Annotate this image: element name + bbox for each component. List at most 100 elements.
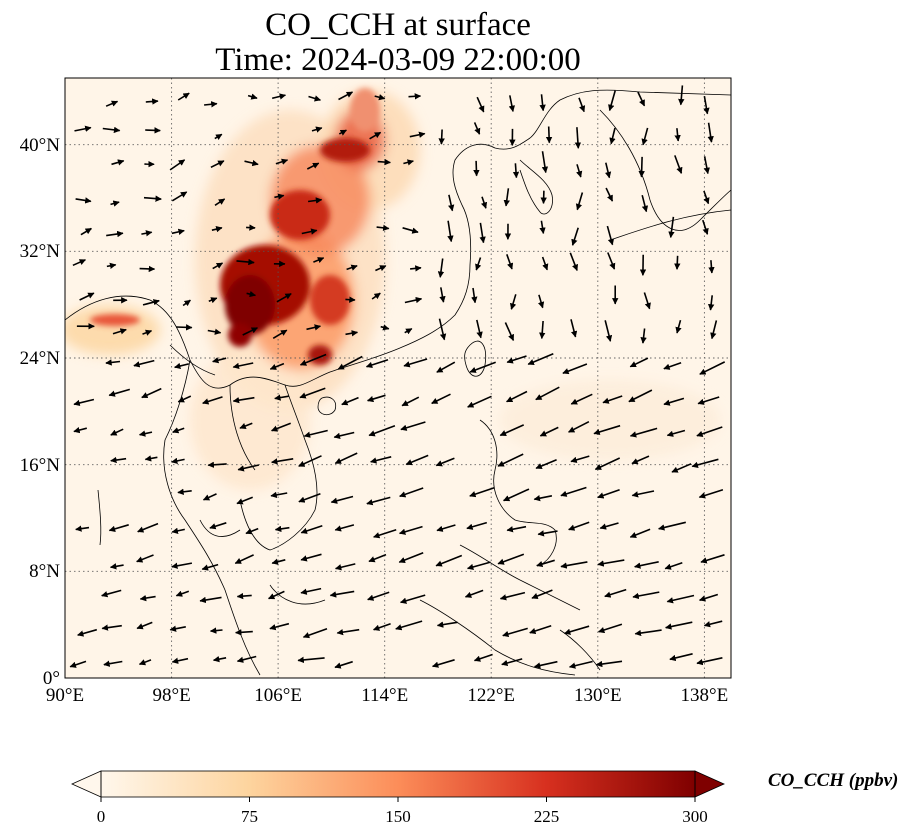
gridlines xyxy=(65,78,731,678)
wind-arrow xyxy=(73,426,87,434)
wind-arrow xyxy=(634,561,659,569)
wind-arrow xyxy=(629,357,649,368)
wind-arrow xyxy=(333,431,355,439)
wind-arrow xyxy=(698,593,719,602)
wind-arrow xyxy=(373,528,397,539)
wind-arrow xyxy=(506,355,527,364)
wind-arrow xyxy=(707,122,714,143)
wind-arrow xyxy=(177,395,192,403)
wind-arrow xyxy=(563,625,590,635)
wind-arrow xyxy=(244,159,259,167)
y-tick-40N: 40°N xyxy=(20,135,61,156)
wind-arrow xyxy=(409,131,426,138)
wind-arrow xyxy=(605,187,614,202)
wind-arrow xyxy=(201,563,219,571)
wind-arrow xyxy=(269,622,290,631)
wind-arrow xyxy=(237,464,260,472)
wind-arrow xyxy=(574,127,582,149)
wind-arrow xyxy=(531,589,553,599)
wind-arrow xyxy=(398,525,423,535)
wind-arrow xyxy=(604,320,613,342)
wind-arrow xyxy=(671,463,692,473)
wind-arrow xyxy=(214,133,223,141)
wind-arrow xyxy=(506,525,527,533)
wind-arrow xyxy=(75,197,92,204)
wind-arrow xyxy=(466,521,488,530)
wind-arrow xyxy=(334,660,353,669)
wind-arrow xyxy=(698,488,724,499)
wind-arrow xyxy=(202,493,217,501)
wind-arrow xyxy=(529,624,552,635)
wind-arrow xyxy=(69,660,87,668)
wind-arrow xyxy=(372,623,391,631)
wind-arrow xyxy=(171,657,189,664)
wind-arrow xyxy=(272,93,287,100)
wind-arrow xyxy=(336,628,360,636)
wind-arrow xyxy=(665,621,693,630)
wind-arrow xyxy=(143,195,162,202)
wind-arrow xyxy=(545,126,553,144)
wind-arrow xyxy=(133,359,155,368)
wind-arrow xyxy=(142,299,160,306)
wind-arrow xyxy=(403,159,414,166)
wind-arrow xyxy=(696,657,723,666)
wind-arrow xyxy=(345,330,359,337)
wind-arrow xyxy=(77,628,98,637)
wind-arrow xyxy=(501,658,523,667)
wind-arrow xyxy=(499,424,525,437)
wind-arrow xyxy=(479,222,486,244)
wind-arrow xyxy=(111,159,125,166)
wind-arrow xyxy=(696,426,723,437)
wind-arrow xyxy=(239,422,253,429)
wind-arrow xyxy=(578,97,586,113)
wind-arrow xyxy=(199,596,222,604)
wind-arrow xyxy=(299,353,327,366)
wind-arrow xyxy=(502,627,528,638)
wind-arrow xyxy=(112,328,127,335)
wind-arrow xyxy=(435,457,455,467)
wind-arrow xyxy=(674,255,681,270)
wind-arrow xyxy=(311,126,323,133)
wind-arrow xyxy=(471,287,478,304)
wind-arrow xyxy=(509,294,517,310)
wind-arrow xyxy=(142,329,153,336)
wind-arrow xyxy=(466,561,491,571)
wind-arrow xyxy=(272,329,288,339)
wind-arrow xyxy=(211,226,223,233)
wind-arrow xyxy=(212,262,224,270)
wind-arrow xyxy=(536,559,555,568)
wind-arrow xyxy=(271,558,286,565)
wind-arrow xyxy=(177,92,190,101)
wind-arrow xyxy=(300,524,323,534)
wind-arrow xyxy=(538,294,545,309)
wind-arrow xyxy=(438,129,445,145)
wind-arrow xyxy=(80,227,92,236)
wind-arrow xyxy=(703,95,710,115)
wind-arrow xyxy=(145,98,159,105)
wind-arrow xyxy=(674,155,683,174)
wind-arrow xyxy=(174,362,189,370)
wind-arrow xyxy=(664,562,683,570)
wind-arrow xyxy=(404,296,423,304)
wind-arrow xyxy=(303,429,328,438)
wind-arrow xyxy=(593,424,621,435)
wind-arrow xyxy=(473,122,481,135)
wind-arrow xyxy=(345,296,356,303)
wind-arrow xyxy=(597,488,620,499)
wind-arrow xyxy=(271,458,294,465)
wind-arrow xyxy=(175,590,190,597)
colorbar-tick-300: 300 xyxy=(682,807,708,826)
wind-arrow xyxy=(663,361,682,370)
wind-arrow xyxy=(109,563,124,570)
wind-arrow xyxy=(171,228,185,235)
wind-arrow xyxy=(675,319,682,334)
wind-arrow xyxy=(101,589,122,598)
wind-arrow xyxy=(171,562,193,569)
wind-arrow xyxy=(539,426,559,437)
wind-arrow xyxy=(232,362,254,370)
wind-arrow xyxy=(246,290,257,298)
wind-arrow xyxy=(171,457,185,464)
wind-arrow xyxy=(306,324,322,331)
wind-arrow xyxy=(594,457,621,471)
